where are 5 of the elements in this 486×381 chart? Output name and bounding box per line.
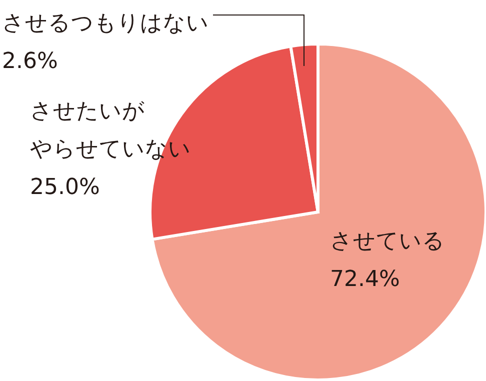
slice-label: させている	[330, 229, 445, 254]
slice-label: させるつもりはない	[2, 11, 209, 36]
data-label: 25.0%	[30, 175, 100, 200]
data-label: 2.6%	[2, 49, 58, 74]
data-label: 72.4%	[330, 267, 400, 292]
